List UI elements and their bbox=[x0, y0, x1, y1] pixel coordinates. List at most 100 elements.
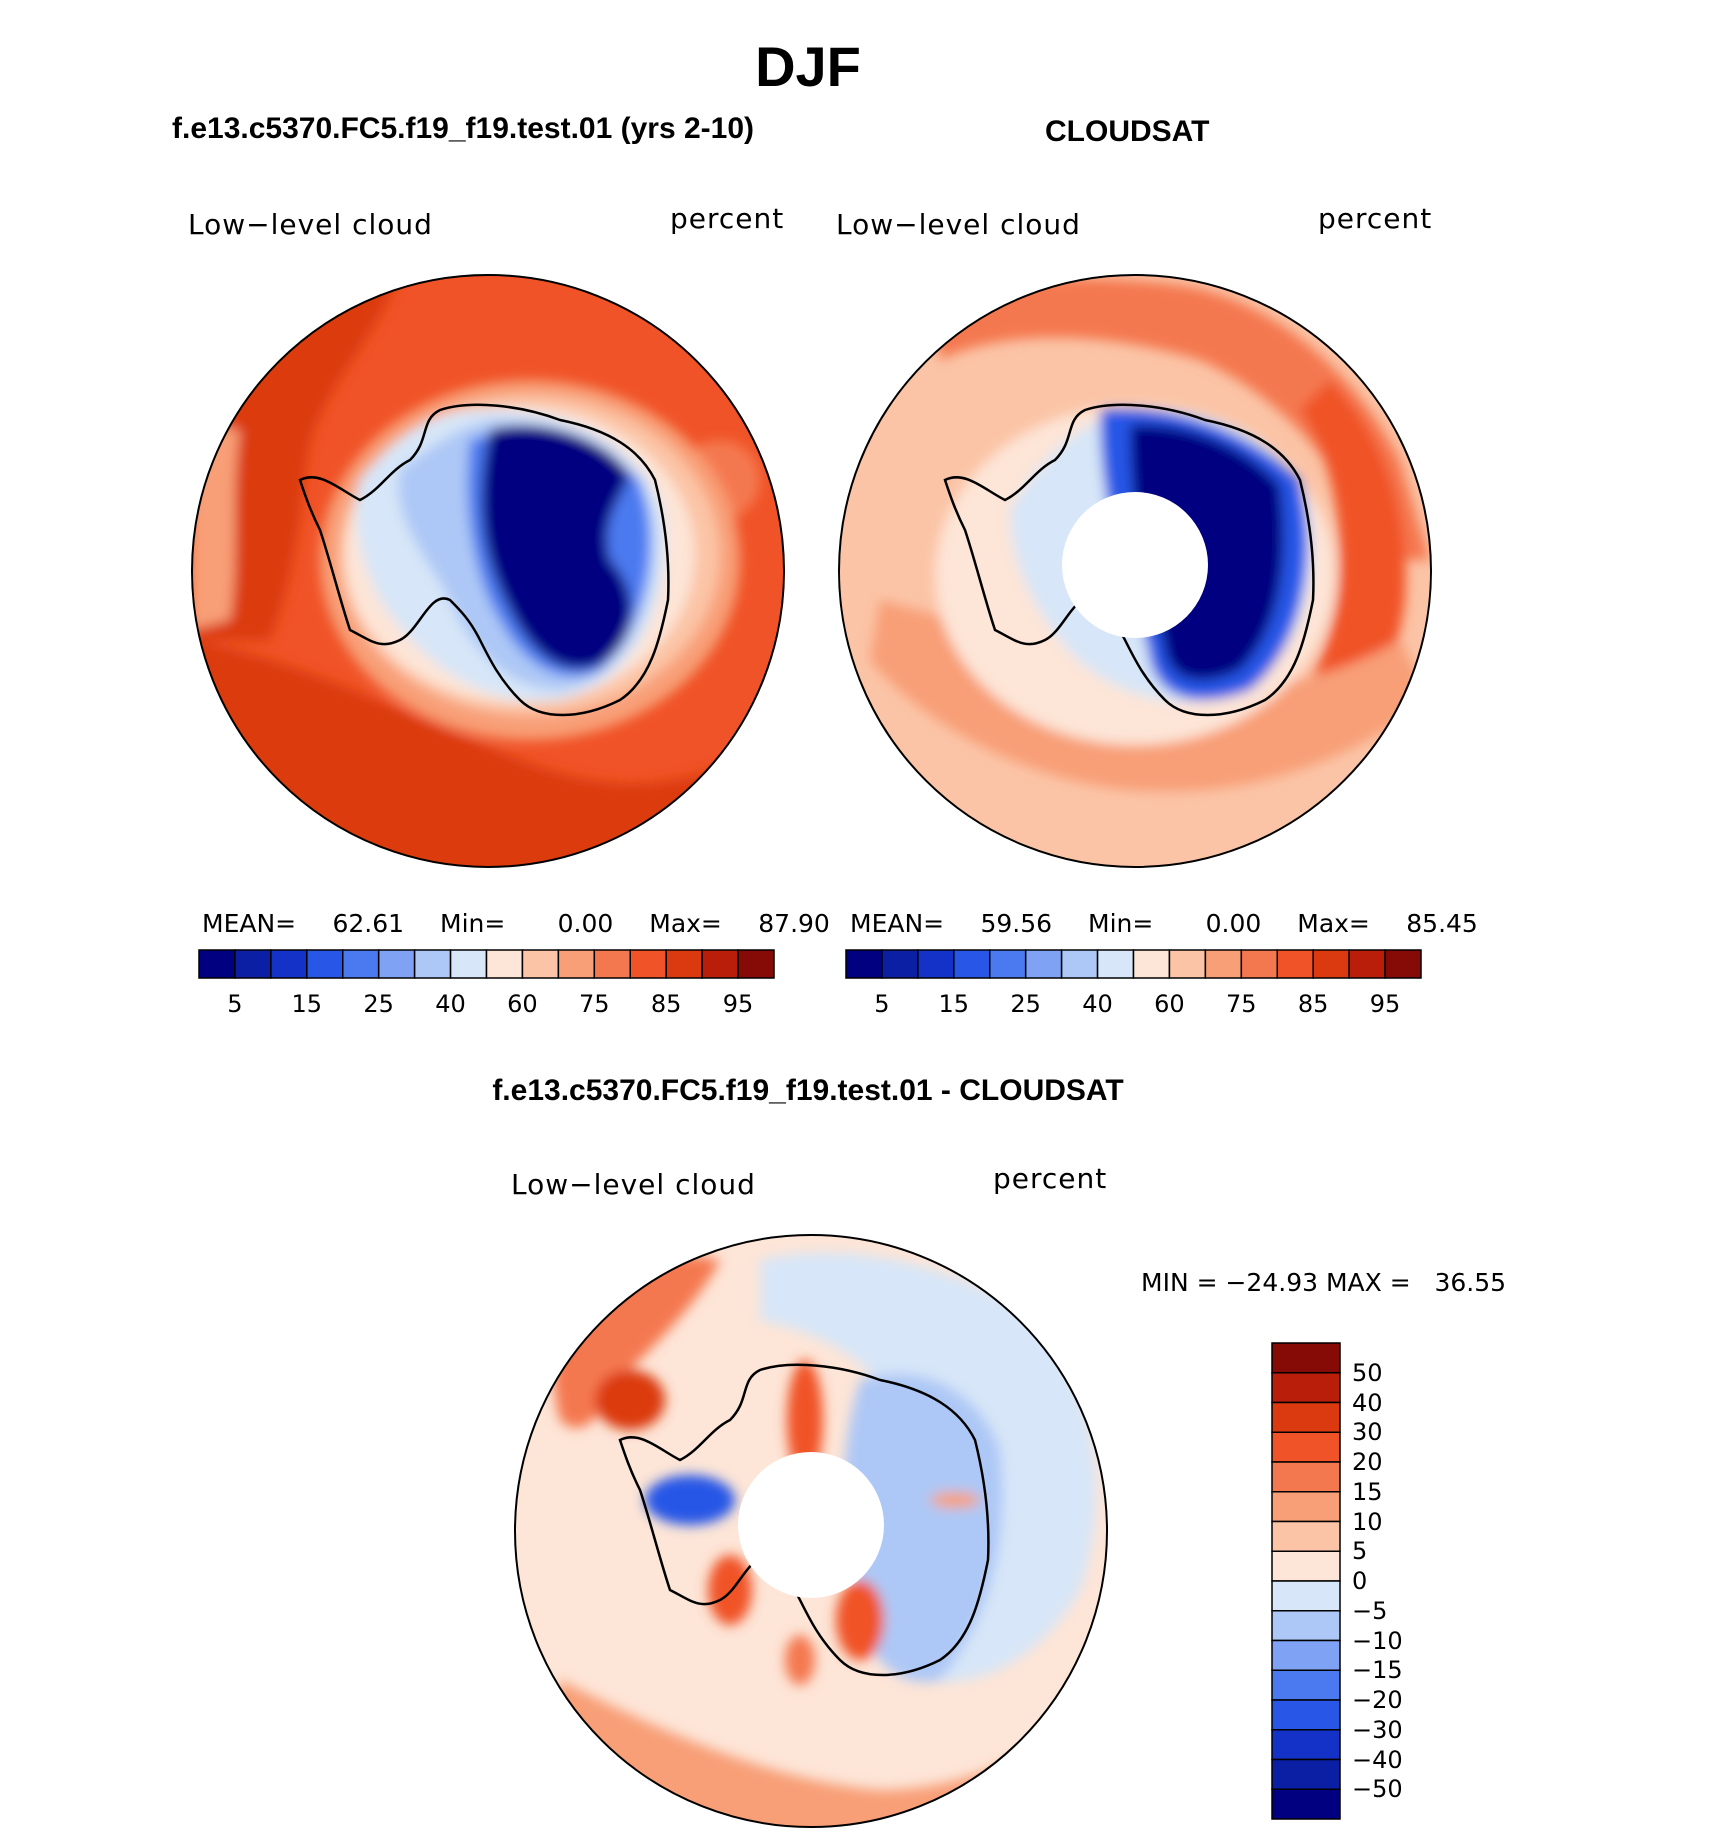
colorbar-tick-label: 15 bbox=[1352, 1477, 1383, 1506]
obs-map bbox=[838, 274, 1432, 868]
colorbar-tick-label: 5 bbox=[874, 990, 890, 1018]
obs-mean-label: MEAN= bbox=[850, 909, 945, 938]
model-map bbox=[191, 274, 785, 868]
model-field-plateau bbox=[481, 425, 632, 669]
diff-colorbar bbox=[1271, 1342, 1341, 1820]
obs-colorbar-swatch bbox=[1312, 949, 1350, 979]
obs-mean-value: 59.56 bbox=[980, 909, 1053, 938]
model-colorbar-swatch bbox=[306, 949, 344, 979]
model-coastline bbox=[298, 403, 670, 717]
model-colorbar-swatch bbox=[593, 949, 631, 979]
colorbar-tick-label: 75 bbox=[579, 990, 610, 1018]
colorbar-tick-label: 15 bbox=[291, 990, 323, 1018]
colorbar-tick-label: 60 bbox=[507, 990, 538, 1018]
model-panel-title: f.e13.c5370.FC5.f19_f19.test.01 (yrs 2-1… bbox=[172, 112, 755, 145]
diff-colorbar-swatch bbox=[1271, 1639, 1341, 1671]
model-colorbar bbox=[198, 949, 775, 979]
model-field-south-band bbox=[192, 640, 784, 867]
diff-colorbar-swatch bbox=[1271, 1431, 1341, 1463]
diff-map bbox=[514, 1234, 1108, 1828]
model-field-west-edge bbox=[192, 420, 240, 630]
diff-colorbar-swatch bbox=[1271, 1699, 1341, 1731]
colorbar-tick-label: 60 bbox=[1154, 990, 1185, 1018]
diff-colorbar-swatch bbox=[1271, 1520, 1341, 1552]
model-colorbar-swatch bbox=[234, 949, 272, 979]
model-max-value: 87.90 bbox=[758, 909, 830, 938]
colorbar-tick-label: 25 bbox=[363, 990, 394, 1018]
obs-stats: MEAN= 59.56 Min= 0.00 Max= 85.45 bbox=[850, 909, 1478, 938]
model-variable-label: Low−level cloud bbox=[188, 208, 433, 241]
diff-minmax: MIN = −24.93 MAX = 36.55 bbox=[1141, 1268, 1507, 1297]
model-colorbar-swatch bbox=[413, 949, 452, 979]
model-max-label: Max= bbox=[649, 909, 722, 938]
obs-colorbar-swatch bbox=[917, 949, 955, 979]
obs-colorbar-swatch bbox=[1276, 949, 1314, 979]
diff-field-red-strip-4 bbox=[785, 1635, 815, 1685]
obs-colorbar-swatch bbox=[1240, 949, 1278, 979]
obs-polar-gap bbox=[1062, 492, 1208, 638]
colorbar-tick-label: −30 bbox=[1352, 1715, 1403, 1744]
diff-field-peninsula-red bbox=[595, 1370, 665, 1430]
obs-units-label: percent bbox=[1318, 202, 1433, 235]
diff-colorbar-swatch bbox=[1271, 1372, 1341, 1404]
colorbar-tick-label: −5 bbox=[1352, 1596, 1388, 1625]
obs-variable-label: Low−level cloud bbox=[836, 208, 1081, 241]
obs-colorbar bbox=[845, 949, 1422, 979]
obs-max-label: Max= bbox=[1297, 909, 1370, 938]
obs-colorbar-swatch bbox=[953, 949, 991, 979]
model-colorbar-swatch bbox=[665, 949, 703, 979]
model-min-value: 0.00 bbox=[557, 909, 614, 938]
obs-colorbar-swatch bbox=[1132, 949, 1171, 979]
colorbar-tick-label: 25 bbox=[1010, 990, 1041, 1018]
model-mean-value: 62.61 bbox=[332, 909, 405, 938]
diff-panel-title: f.e13.c5370.FC5.f19_f19.test.01 - CLOUDS… bbox=[492, 1074, 1124, 1107]
colorbar-tick-label: 85 bbox=[650, 990, 682, 1018]
colorbar-tick-label: 5 bbox=[227, 990, 243, 1018]
model-colorbar-swatch bbox=[629, 949, 667, 979]
obs-colorbar-swatch bbox=[1348, 949, 1386, 979]
model-colorbar-swatch bbox=[485, 949, 524, 979]
colorbar-tick-label: 85 bbox=[1297, 990, 1329, 1018]
model-colorbar-swatch bbox=[521, 949, 560, 979]
obs-colorbar-swatch bbox=[881, 949, 919, 979]
diff-colorbar-swatch bbox=[1271, 1788, 1341, 1820]
obs-colorbar-swatch bbox=[1384, 949, 1422, 979]
colorbar-tick-label: 0 bbox=[1352, 1567, 1368, 1595]
diff-colorbar-swatch bbox=[1271, 1729, 1341, 1761]
obs-coastline bbox=[943, 403, 1315, 717]
diff-units-label: percent bbox=[993, 1162, 1108, 1195]
diff-field-red-strip-2 bbox=[708, 1555, 752, 1625]
model-colorbar-swatch bbox=[701, 949, 739, 979]
colorbar-tick-label: 40 bbox=[1082, 990, 1113, 1018]
diff-field-land-blue bbox=[844, 1373, 1003, 1682]
model-colorbar-swatch bbox=[198, 949, 236, 979]
colorbar-tick-label: 20 bbox=[1352, 1448, 1383, 1476]
model-mean-label: MEAN= bbox=[202, 909, 297, 938]
main-title: DJF bbox=[755, 35, 861, 98]
obs-map-border bbox=[838, 274, 1432, 868]
diff-colorbar-swatch bbox=[1271, 1491, 1341, 1523]
model-stats: MEAN= 62.61 Min= 0.00 Max= 87.90 bbox=[202, 909, 830, 938]
obs-max-value: 85.45 bbox=[1406, 909, 1478, 938]
model-min-label: Min= bbox=[440, 909, 506, 938]
obs-min-label: Min= bbox=[1088, 909, 1154, 938]
diff-colorbar-swatch bbox=[1271, 1461, 1341, 1493]
colorbar-tick-label: −40 bbox=[1352, 1745, 1403, 1774]
diff-colorbar-swatch bbox=[1271, 1342, 1341, 1374]
obs-colorbar-swatch bbox=[1060, 949, 1099, 979]
diff-colorbar-swatch bbox=[1271, 1550, 1341, 1582]
diff-field-wedge-blue bbox=[645, 1475, 735, 1525]
colorbar-tick-label: 15 bbox=[938, 990, 970, 1018]
model-colorbar-swatch bbox=[737, 949, 775, 979]
model-colorbar-swatch bbox=[449, 949, 488, 979]
diff-colorbar-swatch bbox=[1271, 1669, 1341, 1701]
colorbar-tick-label: −15 bbox=[1352, 1656, 1403, 1685]
obs-field-north-band bbox=[930, 278, 1430, 560]
colorbar-tick-label: 40 bbox=[435, 990, 466, 1018]
diff-colorbar-swatch bbox=[1271, 1610, 1341, 1642]
model-colorbar-swatch bbox=[342, 949, 380, 979]
diff-polar-gap bbox=[738, 1452, 884, 1598]
colorbar-tick-label: −50 bbox=[1352, 1775, 1403, 1804]
diff-colorbar-swatch bbox=[1271, 1758, 1341, 1790]
